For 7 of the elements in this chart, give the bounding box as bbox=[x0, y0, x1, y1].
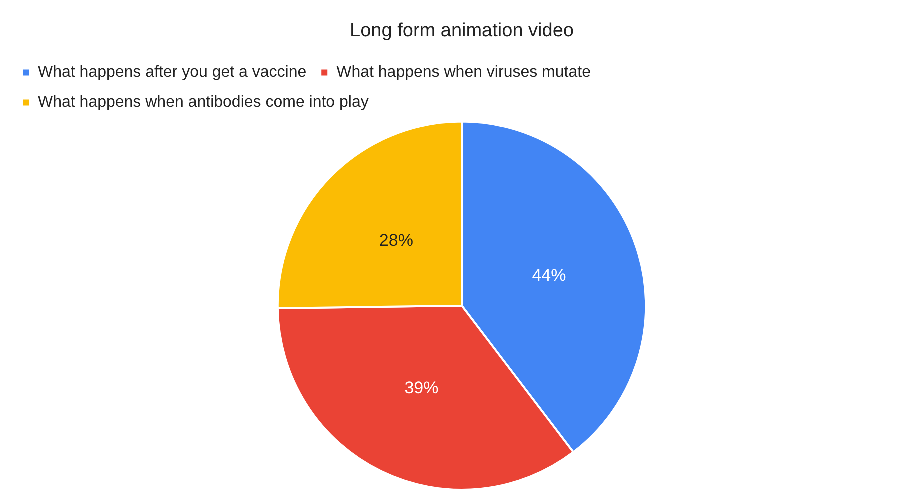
data-label: 28% bbox=[379, 230, 414, 250]
data-label: 44% bbox=[532, 266, 566, 286]
legend-label: What happens after you get a vaccine bbox=[38, 64, 307, 82]
data-label: 39% bbox=[404, 378, 439, 398]
chart-title: Long form animation video bbox=[350, 20, 574, 42]
legend-label: What happens when viruses mutate bbox=[336, 64, 592, 82]
legend-label: What happens when antibodies come into play bbox=[38, 94, 369, 112]
